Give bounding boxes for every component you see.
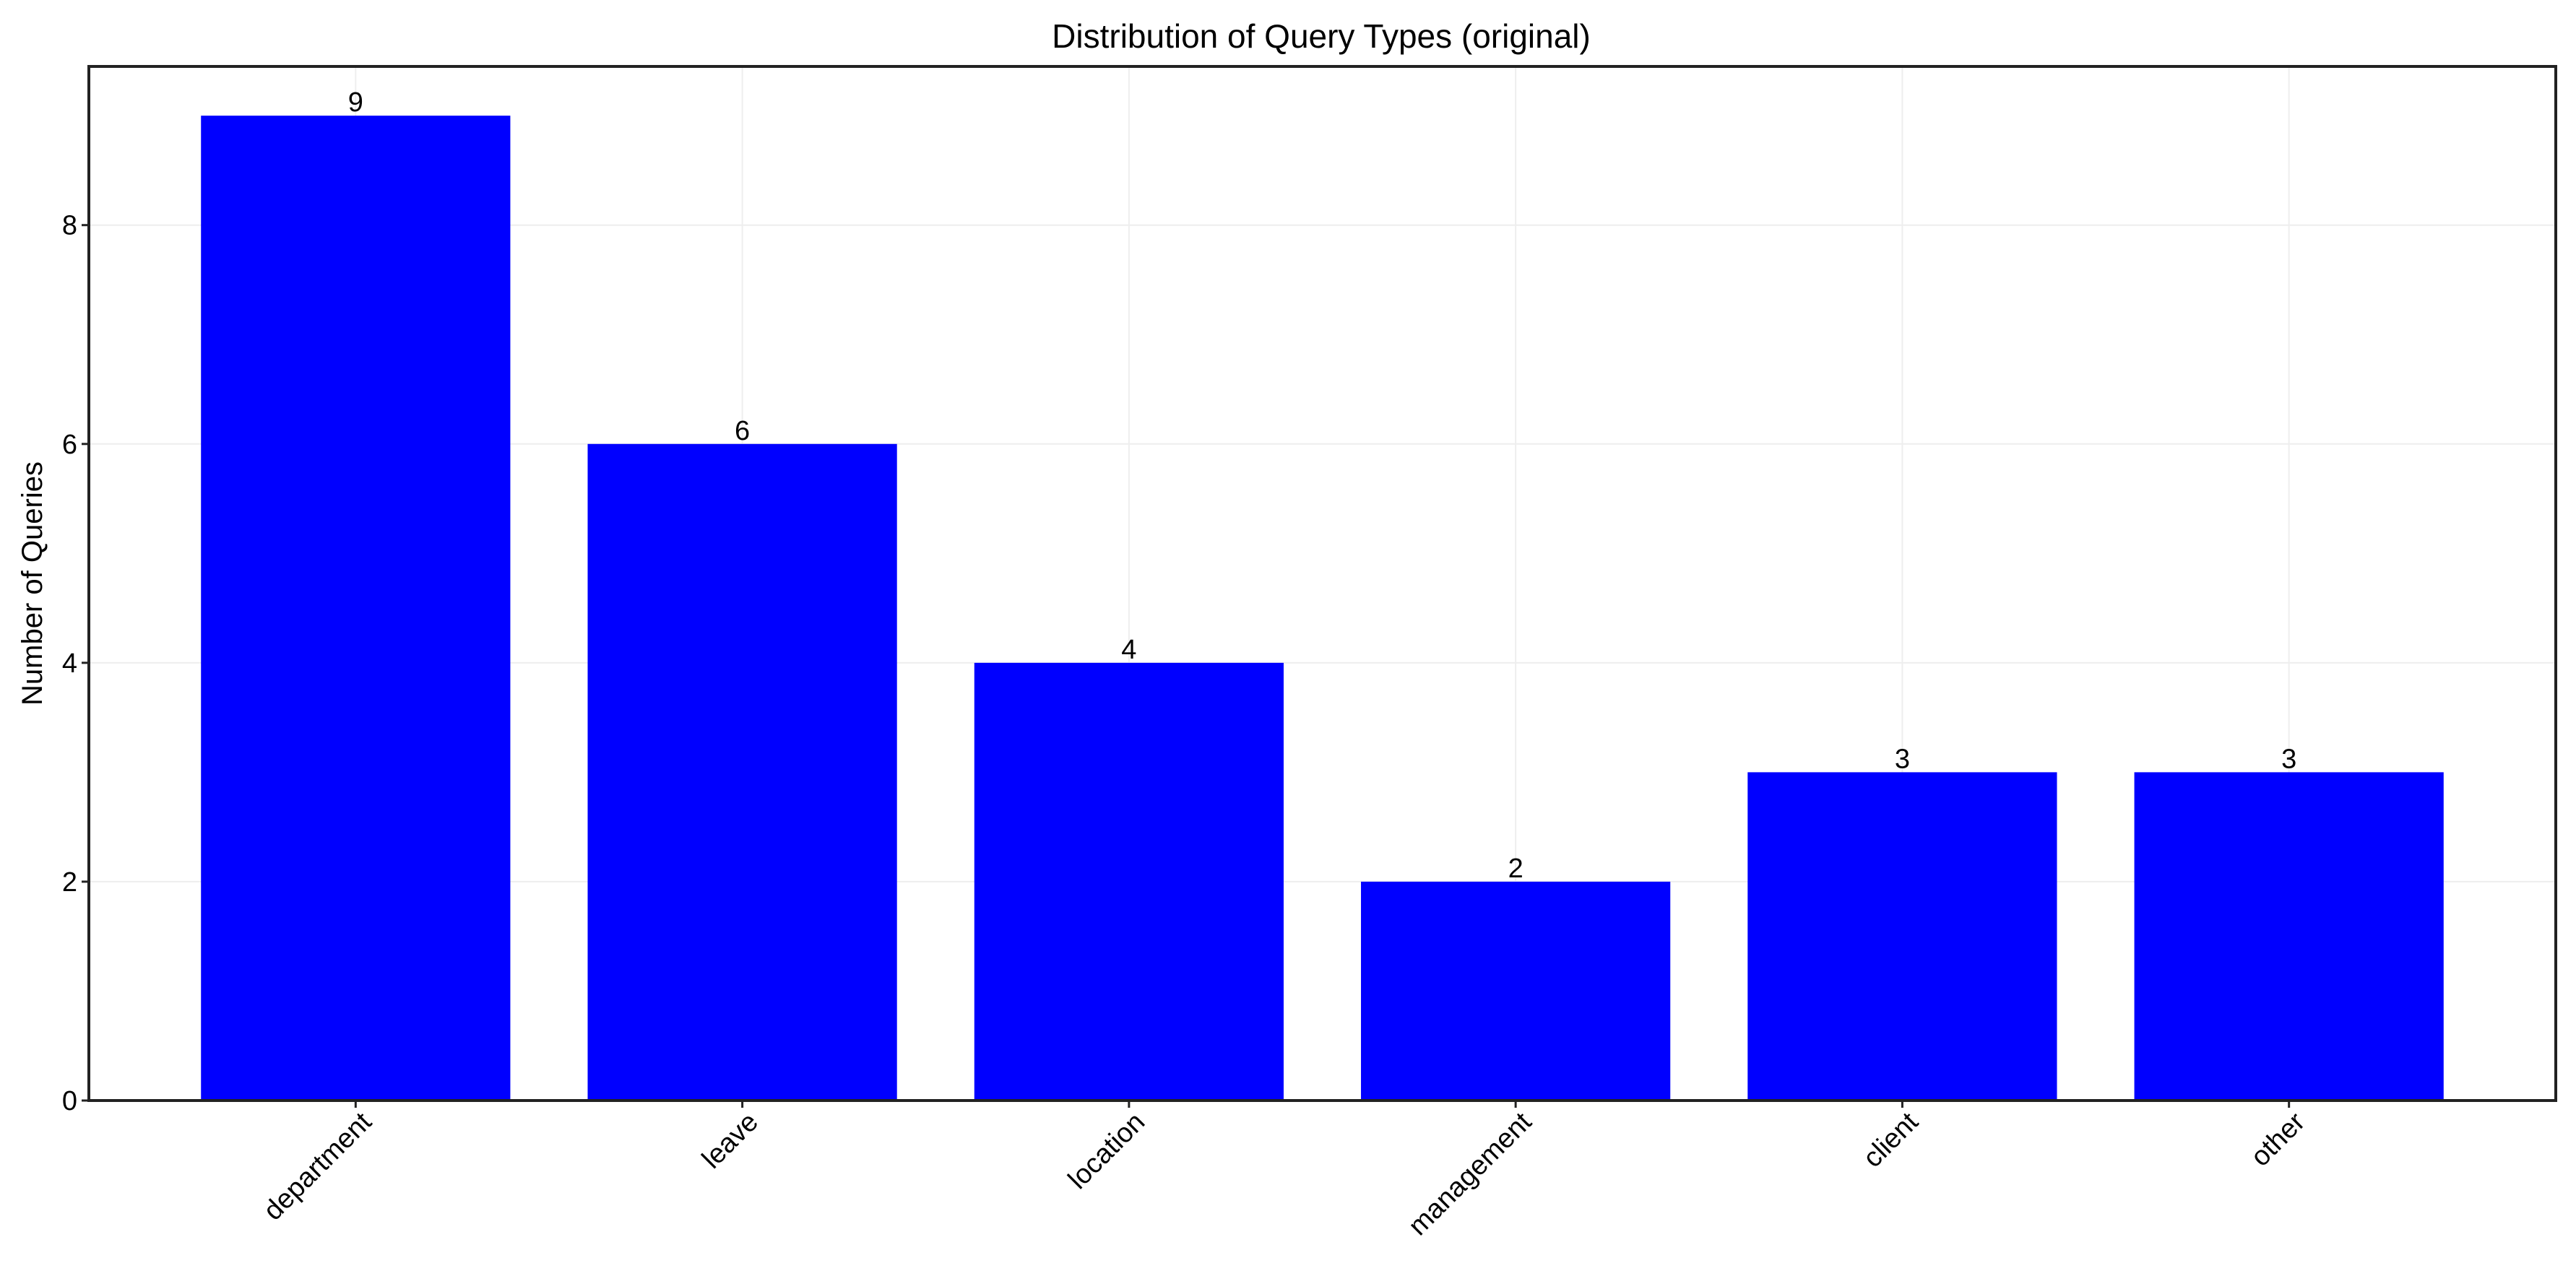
bar-management <box>1361 881 1671 1101</box>
data-label-other: 3 <box>2281 744 2296 774</box>
x-tick-label-management: management <box>1403 1106 1538 1241</box>
y-axis-ticks: 0 2 4 6 8 <box>62 211 89 1116</box>
x-tick-label-leave: leave <box>696 1107 764 1175</box>
bars <box>201 116 2444 1101</box>
y-tick-label: 4 <box>62 648 77 679</box>
x-tick-label-location: location <box>1063 1107 1151 1195</box>
bar-leave <box>587 443 897 1101</box>
x-tick-label-department: department <box>258 1106 378 1226</box>
bar-other <box>2134 772 2444 1101</box>
data-label-management: 2 <box>1508 854 1523 884</box>
data-label-client: 3 <box>1895 744 1910 774</box>
bar-location <box>974 662 1284 1101</box>
data-label-location: 4 <box>1121 635 1136 665</box>
x-axis-ticks: department leave location management client o… <box>258 1101 2311 1241</box>
bar-client <box>1747 772 2057 1101</box>
chart-title: Distribution of Query Types (original) <box>1052 17 1591 55</box>
y-axis-label: Number of Queries <box>17 461 48 706</box>
y-tick-label: 2 <box>62 867 77 898</box>
data-label-department: 9 <box>348 87 363 118</box>
plot-area-frame <box>87 65 2557 1102</box>
bar-department <box>201 116 511 1101</box>
y-tick-label: 8 <box>62 211 77 241</box>
x-tick-label-client: client <box>1857 1106 1924 1173</box>
data-labels: 9 6 4 2 3 3 <box>348 87 2296 884</box>
y-tick-label: 0 <box>62 1086 77 1116</box>
x-tick-label-other: other <box>2245 1106 2311 1172</box>
y-tick-label: 6 <box>62 430 77 460</box>
data-label-leave: 6 <box>735 416 750 446</box>
